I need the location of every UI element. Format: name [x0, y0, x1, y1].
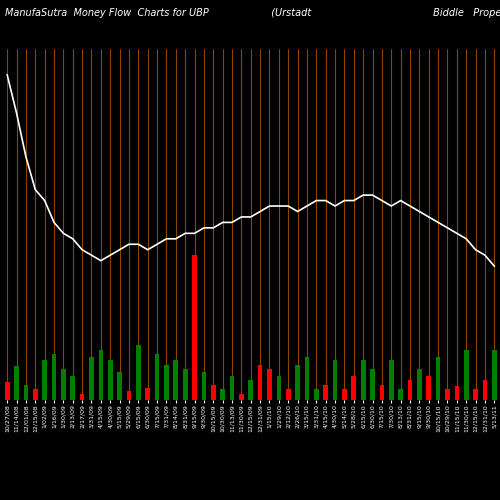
Bar — [473, 390, 478, 400]
Text: ManufaSutra  Money Flow  Charts for UBP                    (Urstadt             : ManufaSutra Money Flow Charts for UBP (U… — [5, 8, 500, 18]
Bar — [108, 360, 112, 400]
Bar — [464, 350, 468, 400]
Bar — [324, 384, 328, 400]
Bar — [98, 350, 103, 400]
Bar — [52, 354, 57, 400]
Bar — [370, 370, 375, 400]
Bar — [314, 390, 318, 400]
Bar — [304, 357, 310, 400]
Bar — [398, 390, 403, 400]
Bar — [492, 350, 496, 400]
Bar — [136, 345, 140, 400]
Bar — [454, 386, 459, 400]
Bar — [118, 372, 122, 400]
Bar — [352, 376, 356, 400]
Bar — [286, 390, 290, 400]
Bar — [436, 357, 440, 400]
Bar — [332, 360, 338, 400]
Bar — [24, 384, 28, 400]
Bar — [80, 394, 84, 400]
Bar — [230, 376, 234, 400]
Bar — [239, 394, 244, 400]
Bar — [482, 380, 488, 400]
Bar — [417, 370, 422, 400]
Bar — [408, 380, 412, 400]
Bar — [14, 366, 19, 400]
Bar — [267, 370, 272, 400]
Bar — [89, 357, 94, 400]
Bar — [146, 388, 150, 400]
Bar — [202, 372, 206, 400]
Bar — [220, 390, 225, 400]
Bar — [192, 254, 197, 400]
Bar — [426, 376, 431, 400]
Bar — [2, 18, 499, 48]
Bar — [174, 360, 178, 400]
Bar — [248, 380, 253, 400]
Bar — [295, 365, 300, 400]
Bar — [361, 360, 366, 400]
Bar — [183, 370, 188, 400]
Bar — [258, 365, 262, 400]
Bar — [61, 370, 66, 400]
Bar — [445, 390, 450, 400]
Bar — [211, 384, 216, 400]
Bar — [380, 384, 384, 400]
Bar — [126, 391, 132, 400]
Bar — [342, 390, 347, 400]
Bar — [154, 354, 160, 400]
Bar — [164, 365, 169, 400]
Bar — [5, 382, 10, 400]
Bar — [276, 376, 281, 400]
Bar — [70, 376, 75, 400]
Bar — [33, 390, 38, 400]
Bar — [42, 360, 47, 400]
Bar — [389, 360, 394, 400]
